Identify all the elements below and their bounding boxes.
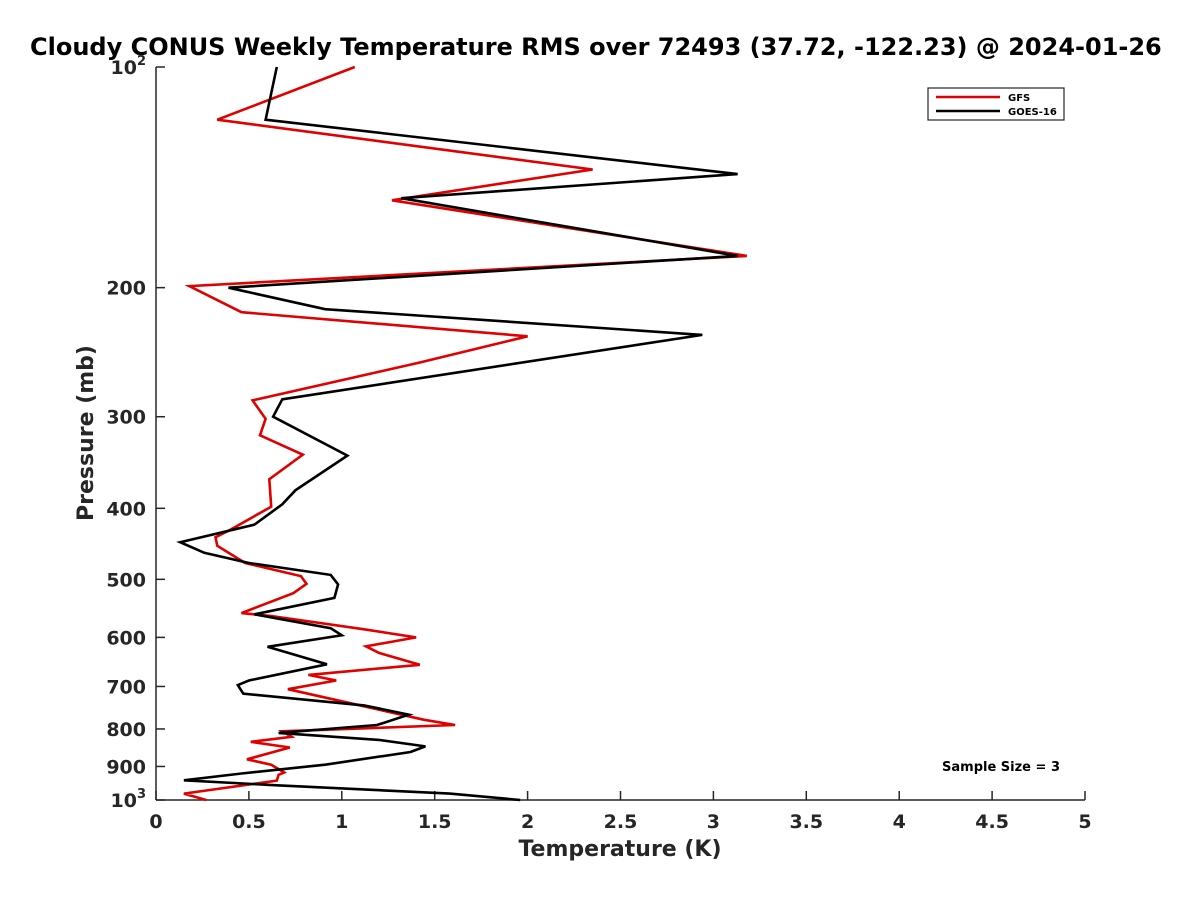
- y-axis-label: Pressure (mb): [74, 345, 99, 521]
- chart-title: Cloudy CONUS Weekly Temperature RMS over…: [30, 33, 1162, 61]
- series-layer: [176, 65, 748, 802]
- y-tick-label: 103: [111, 787, 147, 812]
- y-tick-label: 102: [111, 54, 147, 79]
- series-line-gfs: [183, 65, 748, 802]
- legend-box: [927, 87, 1065, 121]
- y-tick-base: 300: [106, 407, 146, 429]
- y-tick-label: 500: [106, 569, 146, 591]
- x-axis-label: Temperature (K): [518, 837, 721, 862]
- y-tick-base: 400: [106, 498, 146, 520]
- y-tick-label: 800: [106, 719, 146, 741]
- x-tick-label: 0.5: [232, 811, 266, 833]
- x-tick-label: 3.5: [789, 811, 823, 833]
- x-tick-label: 3: [707, 811, 720, 833]
- x-tick-label: 4: [893, 811, 906, 833]
- legend-label: GFS: [1008, 93, 1030, 104]
- y-tick-base: 10: [111, 57, 137, 79]
- y-tick-base: 10: [111, 790, 137, 812]
- x-tick-label: 4.5: [975, 811, 1009, 833]
- y-tick-exponent: 3: [137, 787, 146, 802]
- x-axis-ticks: 0 0.5 1 1.5 2 2.5 3 3.5 4 4.5 5: [149, 791, 1092, 833]
- legend-label: GOES-16: [1008, 107, 1057, 118]
- y-tick-base: 700: [106, 676, 146, 698]
- y-tick-base: 500: [106, 569, 146, 591]
- x-tick-label: 0: [149, 811, 162, 833]
- y-tick-label: 700: [106, 676, 146, 698]
- y-tick-label: 200: [106, 278, 146, 300]
- y-tick-base: 900: [106, 756, 146, 778]
- y-tick-label: 900: [106, 756, 146, 778]
- y-tick-base: 800: [106, 719, 146, 741]
- y-tick-label: 300: [106, 407, 146, 429]
- y-tick-exponent: 2: [137, 54, 146, 69]
- series-line-goes-16: [176, 66, 738, 802]
- x-tick-label: 1: [335, 811, 348, 833]
- y-tick-label: 600: [106, 627, 146, 649]
- x-tick-label: 5: [1078, 811, 1091, 833]
- x-tick-label: 2.5: [604, 811, 638, 833]
- y-tick-label: 400: [106, 498, 146, 520]
- x-tick-label: 1.5: [418, 811, 452, 833]
- y-tick-base: 600: [106, 627, 146, 649]
- x-tick-label: 2: [521, 811, 534, 833]
- y-tick-base: 200: [106, 278, 146, 300]
- legend: GFS GOES-16: [927, 87, 1065, 121]
- sample-size-annotation: Sample Size = 3: [942, 760, 1060, 775]
